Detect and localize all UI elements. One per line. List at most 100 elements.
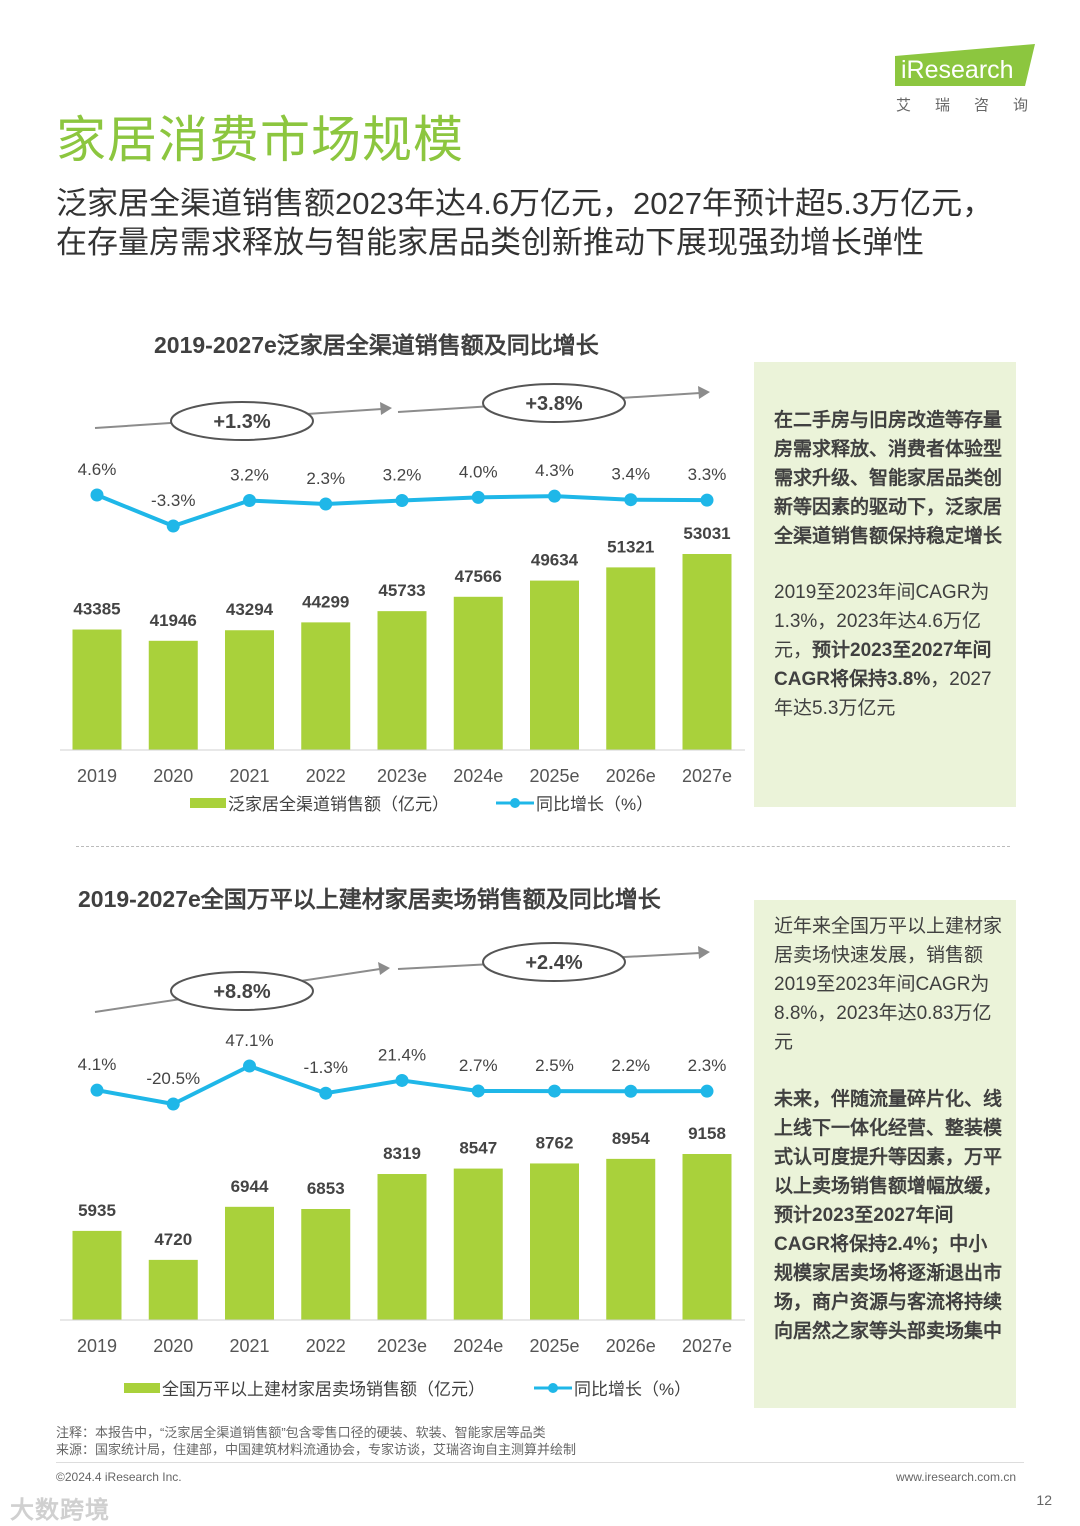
subtitle-line1: 泛家居全渠道销售额2023年达4.6万亿元，2027年预计超5.3万亿元， [56, 186, 994, 221]
chart2-bars [72, 1154, 732, 1320]
bar-value-label: 4720 [154, 1230, 192, 1249]
insight-panel-2: 近年来全国万平以上建材家居卖场快速发展，销售额2019至2023年间CAGR为8… [754, 900, 1016, 1408]
chart1-title: 2019-2027e泛家居全渠道销售额及同比增长 [154, 332, 599, 358]
chart2-legend-line-marker [548, 1383, 558, 1393]
bar-2025e [530, 1163, 579, 1320]
growth-point [90, 1083, 104, 1097]
growth-point [471, 1084, 485, 1098]
chart2-cagr-oval-left [170, 971, 314, 1011]
x-tick-label: 2021 [229, 766, 269, 786]
growth-point [624, 1084, 638, 1098]
growth-label: 3.2% [230, 465, 269, 484]
chart1-legend-bar-label: 泛家居全渠道销售额（亿元） [228, 795, 449, 814]
growth-label: 4.0% [459, 462, 498, 481]
bar-2026e [606, 567, 656, 750]
bar-2020 [148, 1259, 198, 1320]
growth-point [166, 519, 180, 533]
chart2-cagr-label-right: +2.4% [525, 952, 582, 974]
bar-2026e [606, 1158, 656, 1320]
chart1-cagr-oval-right [482, 383, 626, 423]
chart2-cagr-oval-right [482, 942, 626, 982]
growth-label: 3.2% [383, 465, 422, 484]
x-tick-label: 2025e [529, 1336, 579, 1356]
growth-label: 47.1% [225, 1031, 273, 1050]
chart1-x-labels: 2019 2020 2021 2022 2023e 2024e 2025e 2026e 2027… [77, 766, 732, 786]
bar-value-label: 49634 [531, 551, 579, 570]
bar-2019 [72, 1230, 122, 1320]
x-tick-label: 2026e [606, 1336, 656, 1356]
footer-source: 来源：国家统计局，住建部，中国建筑材料流通协会，专家访谈，艾瑞咨询自主测算并绘制 [56, 1442, 577, 1457]
growth-point [395, 1073, 409, 1087]
bar-2019 [72, 629, 122, 750]
logo-text: iResearch [901, 56, 1014, 84]
bar-2022 [301, 622, 351, 750]
chart2-legend-bar-label: 全国万平以上建材家居卖场销售额（亿元） [162, 1380, 485, 1399]
chart2-cagr-label-left: +8.8% [213, 981, 270, 1003]
growth-label: 2.3% [306, 469, 345, 488]
growth-point [243, 1059, 256, 1073]
growth-point [548, 1084, 561, 1098]
bar-2021 [225, 1206, 274, 1320]
chart2-arrow-right-head [698, 946, 710, 959]
bar-value-label: 8954 [612, 1129, 650, 1148]
growth-point [243, 493, 256, 507]
watermark: 大数跨境 [10, 1497, 110, 1524]
chart2-title: 2019-2027e全国万平以上建材家居卖场销售额及同比增长 [78, 886, 661, 912]
bar-value-label: 44299 [302, 592, 349, 611]
x-tick-label: 2027e [682, 766, 732, 786]
website-link[interactable]: www.iresearch.com.cn [895, 1470, 1016, 1484]
x-tick-label: 2019 [77, 1336, 117, 1356]
growth-point [624, 493, 638, 507]
page-title: 家居消费市场规模 [56, 112, 464, 168]
growth-point [548, 489, 561, 503]
chart1-bars [72, 554, 732, 750]
chart2-legend-bar-swatch [124, 1383, 160, 1393]
chart2-arrow-left-head [378, 962, 390, 975]
chart1-arrow-right-head [698, 386, 710, 399]
bar-2020 [148, 640, 198, 750]
chart2-cagr-arrows: +8.8% +2.4% [94, 942, 710, 1013]
growth-label: 3.4% [611, 465, 650, 484]
footer-note: 注释：本报告中，“泛家居全渠道销售额”包含零售口径的硬装、软装、智能家居等品类 [56, 1425, 546, 1440]
chart1-legend: 泛家居全渠道销售额（亿元） 同比增长（%） [190, 795, 653, 814]
panel1-cagr-plain1: 2019至2023年间CAGR为1.3%，2023年达4.6万亿元， [774, 582, 990, 661]
brand-cn: 艾瑞咨询 [896, 97, 1053, 114]
x-tick-label: 2024e [453, 1336, 503, 1356]
panel1-cagr-bold: 预计2023至2027年间CAGR将保持3.8% [774, 640, 992, 690]
chart1-bar-labels: 43385 41946 43294 44299 45733 47566 49634 51321… [73, 524, 730, 630]
chart1-cagr-label-left: +1.3% [213, 411, 270, 433]
chart1-legend-line-label: 同比增长（%） [536, 795, 653, 814]
bar-value-label: 5935 [78, 1201, 116, 1220]
copyright: ©2024.4 iResearch Inc. [56, 1470, 182, 1484]
bar-value-label: 8762 [536, 1133, 574, 1152]
chart1-cagr-oval-left [170, 401, 314, 441]
bar-2027e [682, 554, 732, 750]
x-tick-label: 2023e [377, 1336, 427, 1356]
chart2-bar-labels: 5935 4720 6944 6853 8319 8547 8762 8954 9158 [78, 1124, 726, 1249]
chart1-legend-line-marker [510, 798, 520, 808]
growth-label: 2.3% [688, 1056, 727, 1075]
x-tick-label: 2022 [306, 766, 346, 786]
growth-point [700, 1084, 714, 1098]
bar-value-label: 8547 [459, 1139, 497, 1158]
bar-2024e [453, 596, 503, 750]
chart2-x-labels: 2019 2020 2021 2022 2023e 2024e 2025e 2026e 2027… [77, 1336, 732, 1356]
panel1-cagr-text: 2019至2023年间CAGR为1.3%，2023年达4.6万亿元，预计2023… [774, 578, 1002, 723]
growth-label: 4.3% [535, 461, 574, 480]
bar-2025e [530, 580, 579, 750]
growth-point [319, 497, 333, 511]
x-tick-label: 2019 [77, 766, 117, 786]
growth-label: -3.3% [151, 491, 195, 510]
bar-value-label: 47566 [455, 567, 502, 586]
bar-2023e [377, 1174, 427, 1320]
growth-point [395, 493, 409, 507]
bar-value-label: 6944 [231, 1177, 269, 1196]
growth-point [90, 488, 104, 502]
x-tick-label: 2023e [377, 766, 427, 786]
panel2-bold-text: 未来，伴随流量碎片化、线上线下一体化经营、整装模式认可度提升等因素，万平以上卖场… [774, 1089, 1003, 1342]
chart2-growth-line: 4.1% -20.5% 47.1% -1.3% 21.4% 2.7% 2.5% 2.2% 2.3… [78, 1031, 727, 1111]
chart2: +8.8% +2.4% 5935 4720 6944 6853 8319 8547 8762… [60, 942, 745, 1399]
growth-label: 2.5% [535, 1056, 574, 1075]
panel1-bold-text: 在二手房与旧房改造等存量房需求释放、消费者体验型需求升级、智能家居品类创新等因素… [774, 410, 1003, 547]
growth-point [700, 493, 714, 507]
